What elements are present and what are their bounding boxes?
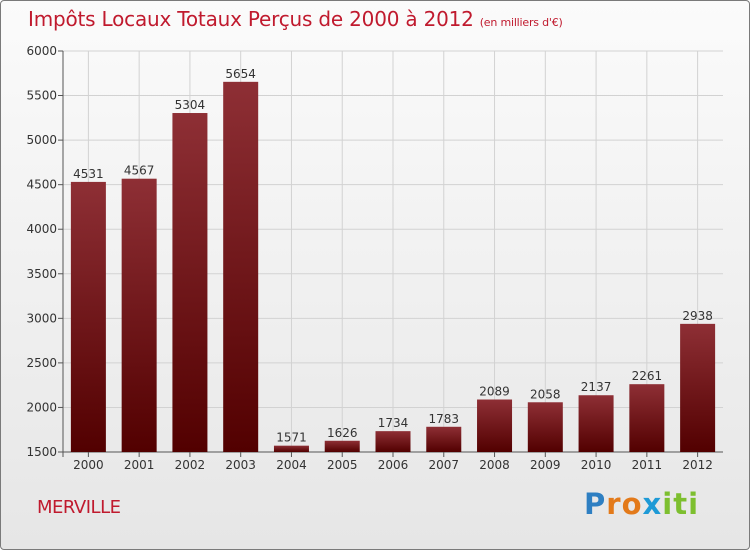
- x-tick-label: 2012: [682, 458, 713, 472]
- x-tick-label: 2005: [327, 458, 358, 472]
- data-label: 1626: [327, 426, 358, 440]
- data-label: 4567: [124, 164, 155, 178]
- logo-letter: o: [621, 487, 643, 521]
- logo-letter: r: [606, 487, 622, 521]
- data-label: 5304: [175, 98, 206, 112]
- x-tick-label: 2001: [124, 458, 155, 472]
- grid-lines: [63, 50, 723, 453]
- bars: [70, 81, 716, 452]
- data-label: 2089: [479, 385, 510, 399]
- y-tick-label: 4500: [26, 178, 57, 192]
- data-label: 2261: [632, 369, 663, 383]
- bar-2012: [680, 323, 716, 452]
- x-tick-label: 2004: [276, 458, 307, 472]
- data-label: 2058: [530, 387, 561, 401]
- y-tick-label: 3000: [26, 311, 57, 325]
- data-label: 1734: [378, 416, 409, 430]
- proxiti-logo: Proxiti: [584, 487, 699, 521]
- x-tick-label: 2007: [428, 458, 459, 472]
- bar-2006: [375, 431, 411, 452]
- x-tick-label: 2000: [73, 458, 104, 472]
- x-tick-label: 2008: [479, 458, 510, 472]
- x-tick-label: 2003: [225, 458, 256, 472]
- bar-2005: [324, 440, 360, 452]
- bar-2000: [70, 181, 106, 452]
- bar-2010: [578, 395, 614, 452]
- x-tick-label: 2006: [378, 458, 409, 472]
- y-tick-label: 2500: [26, 356, 57, 370]
- y-tick-label: 2000: [26, 400, 57, 414]
- y-tick-label: 5500: [26, 89, 57, 103]
- bar-2009: [527, 402, 563, 452]
- x-tick-label: 2010: [581, 458, 612, 472]
- bar-2002: [172, 113, 208, 452]
- x-tick-label: 2002: [175, 458, 206, 472]
- logo-letter: x: [642, 487, 663, 521]
- y-tick-label: 4000: [26, 222, 57, 236]
- chart-title: Impôts Locaux Totaux Perçus de 2000 à 20…: [28, 7, 563, 31]
- y-tick-label: 1500: [26, 445, 57, 459]
- y-tick-label: 3500: [26, 267, 57, 281]
- logo-letter: i: [662, 487, 674, 521]
- data-label: 2137: [581, 380, 612, 394]
- chart-title-text: Impôts Locaux Totaux Perçus de 2000 à 20…: [28, 7, 474, 31]
- x-tick-label: 2009: [530, 458, 561, 472]
- y-tick-label: 5000: [26, 133, 57, 147]
- data-label: 2938: [682, 309, 713, 323]
- data-label: 1783: [428, 412, 459, 426]
- bar-2007: [426, 426, 462, 452]
- bar-2008: [477, 399, 513, 452]
- data-label: 4531: [73, 167, 104, 181]
- logo-letter: P: [584, 487, 607, 521]
- data-label: 5654: [225, 67, 256, 81]
- data-labels: 4531 4567 5304 5654 1571 1626 1734 1783 2089 2058…: [73, 67, 713, 445]
- y-tick-label: 6000: [26, 44, 57, 58]
- logo-letter: i: [688, 487, 700, 521]
- bar-2011: [629, 384, 665, 452]
- commune-name: MERVILLE: [37, 497, 121, 518]
- logo-letter: t: [673, 487, 689, 521]
- bar-2004: [273, 445, 309, 452]
- data-label: 1571: [276, 431, 307, 445]
- bar-2003: [223, 81, 259, 452]
- chart-title-unit: (en milliers d'€): [479, 16, 563, 29]
- bar-2001: [121, 178, 157, 452]
- x-tick-label: 2011: [632, 458, 663, 472]
